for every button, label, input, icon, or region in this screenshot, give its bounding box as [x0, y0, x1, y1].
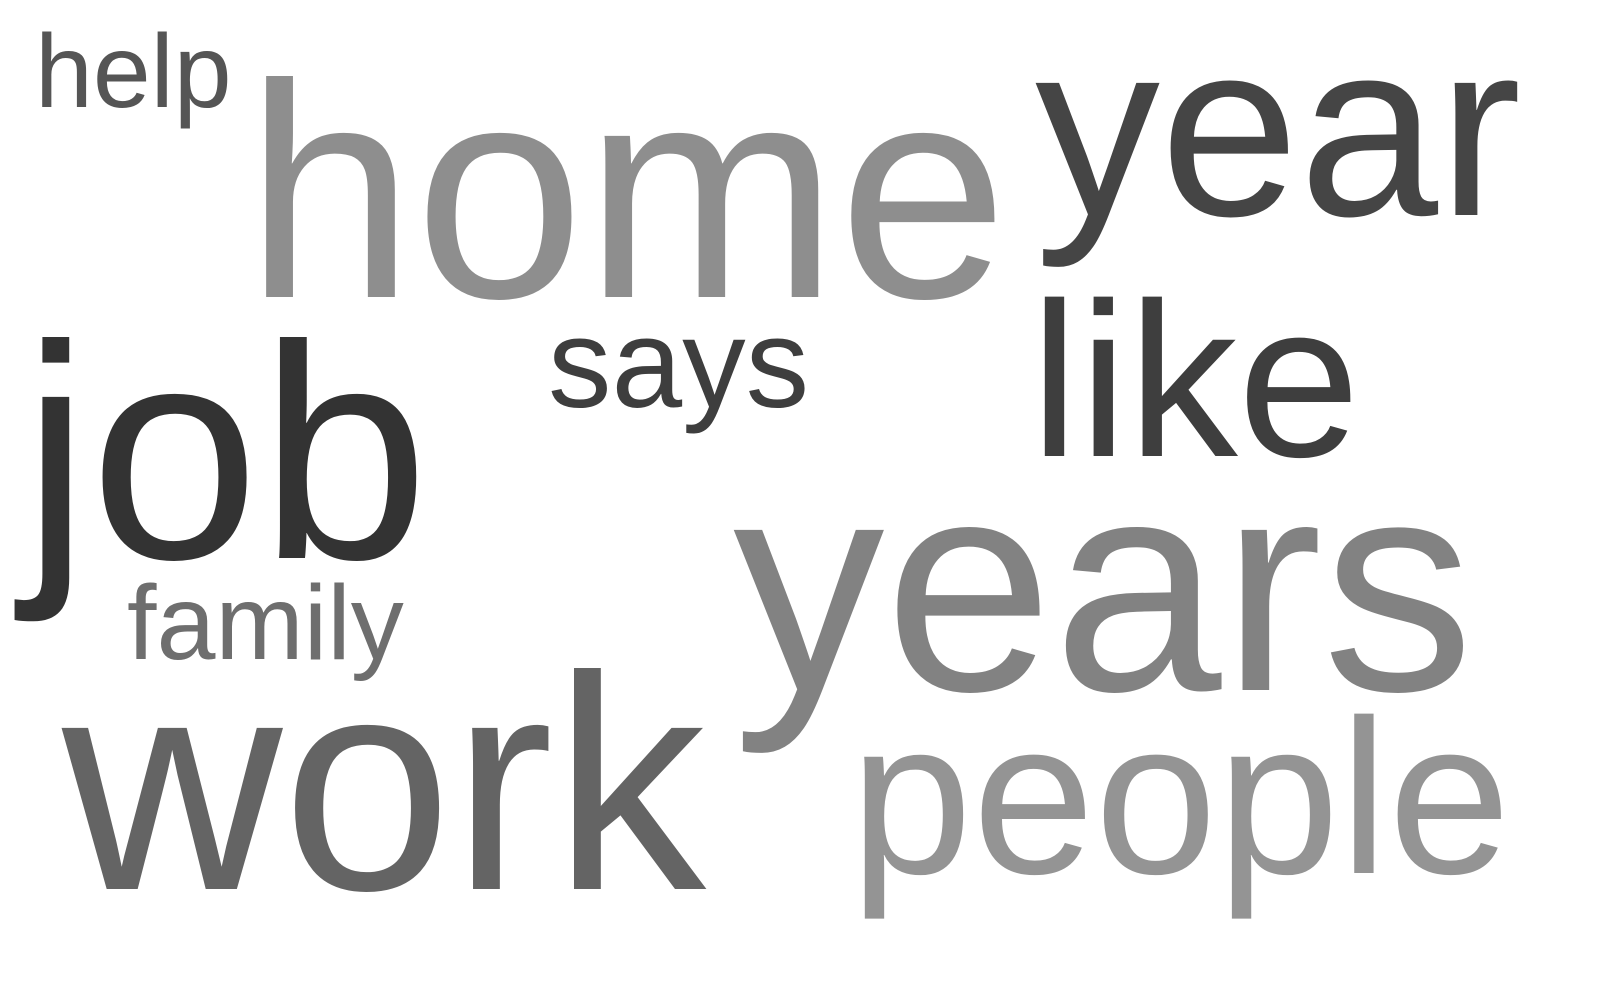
word-help: help: [35, 14, 232, 130]
word-says: says: [548, 292, 809, 434]
word-people: people: [850, 674, 1511, 920]
word-years: years: [733, 417, 1474, 756]
word-like: like: [1030, 257, 1360, 503]
word-work: work: [57, 613, 710, 954]
word-job: job: [12, 282, 429, 625]
word-year: year: [1035, 0, 1521, 268]
word-family: family: [127, 564, 404, 682]
word-home: home: [245, 21, 1008, 362]
